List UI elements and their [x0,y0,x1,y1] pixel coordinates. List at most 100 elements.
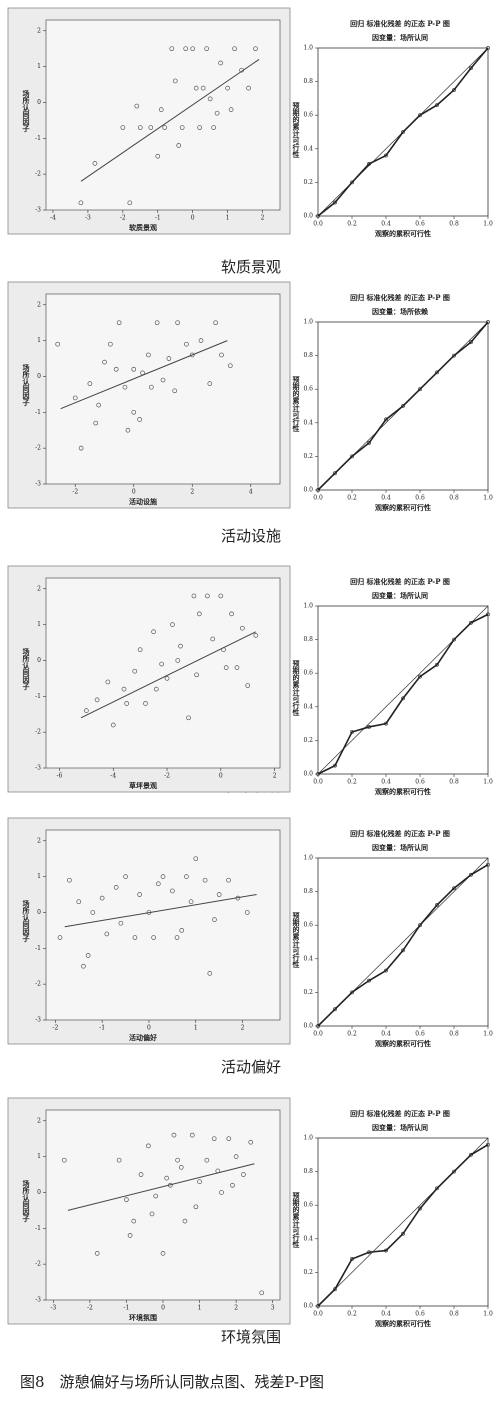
point [131,409,137,415]
point [159,661,165,667]
pp-curve [317,864,489,1027]
x-tick-label: 0.0 [313,1031,323,1038]
x-axis-label: 活动偏好 [129,1033,157,1042]
y-tick-label: -3 [35,765,41,772]
point [148,384,154,390]
x-tick-label: 0 [191,215,195,222]
x-tick-label: 0.6 [415,779,425,786]
row-caption: 活动偏好 [221,1058,281,1076]
y-tick-label: -3 [35,207,41,214]
point [189,352,195,358]
point [246,85,251,91]
pp-point [486,612,490,617]
x-tick-label: 4 [249,489,253,496]
point [190,46,196,52]
point [191,593,197,599]
point [125,427,131,433]
point [124,701,130,706]
pp-point [316,488,320,492]
point [211,125,216,130]
point [160,377,166,383]
pp-point [418,923,422,928]
pp-curve [317,1144,489,1307]
y-tick-label: -3 [35,1297,41,1304]
pp-point [435,1186,439,1191]
pp-point [435,662,439,667]
pp-point [418,387,422,392]
y-tick-label: -1 [35,945,41,952]
point [193,85,199,91]
plot-area [45,1109,281,1301]
point [160,1251,166,1256]
point [189,1132,195,1138]
pp-point [452,88,456,92]
y-tick-label: -2 [35,729,41,736]
x-tick-label: 0.8 [449,779,459,786]
point [245,683,251,688]
pp-point [350,1257,354,1261]
y-tick-label: 1.0 [303,855,313,862]
y-tick-label: 1 [37,873,41,880]
y-tick-label: 0.8 [303,352,313,359]
y-tick-label: 2 [37,837,41,844]
x-tick-label: 0.6 [415,495,425,502]
x-tick-label: -6 [57,773,63,780]
y-tick-label: 0.4 [303,145,313,152]
fit-line [64,894,257,928]
fit-line [80,631,257,719]
x-tick-label: 1.0 [483,1031,493,1038]
point [232,46,237,52]
pp-point [486,320,490,324]
point [172,78,178,84]
point [228,107,234,112]
point [162,125,168,130]
y-axis-label: 预期的累计可行性 [292,911,301,969]
point [78,200,84,206]
point [175,1157,180,1163]
plot-area [45,577,281,769]
point [149,1211,155,1217]
x-tick-label: -3 [50,1305,56,1312]
point [166,356,172,361]
point [218,60,223,66]
pp-point [384,153,388,158]
point [61,1157,67,1163]
pp-point [469,1152,473,1157]
point [259,1290,265,1296]
y-axis-label: 场所认同因子 [22,899,32,943]
point [121,686,127,692]
pp-curve [317,321,489,491]
point [174,935,180,940]
y-tick-label: 1.0 [303,319,313,326]
pp-point [333,1007,337,1012]
point [170,888,175,894]
point [153,1193,159,1199]
x-tick-label: 1 [198,1305,202,1312]
pp-point [316,1024,320,1028]
point [205,593,210,599]
y-tick-label: 0.6 [303,112,313,119]
y-tick-label: 0.8 [303,636,313,643]
y-tick-label: 0.4 [303,1235,313,1242]
pp-subtitle: 因变量：场所认同 [372,33,428,42]
pp-subtitle: 因变量：场所认同 [372,591,428,600]
point [234,665,240,670]
plot-area [45,829,281,1021]
pp-point [367,1250,371,1255]
y-tick-label: 0 [37,373,41,380]
point [127,200,133,206]
point [57,935,63,940]
point [138,1172,144,1177]
y-tick-label: -3 [35,481,41,488]
point [148,125,154,130]
point [204,1157,210,1163]
x-tick-label: 0.6 [415,221,425,228]
pp-point [350,990,354,995]
pp-point [486,862,490,867]
y-tick-label: 0 [37,99,41,106]
y-tick-label: 1.0 [303,45,313,52]
point [118,920,124,926]
pp-point [418,1206,422,1211]
y-tick-label: 0.2 [303,453,313,460]
x-tick-label: 1 [194,1025,198,1032]
